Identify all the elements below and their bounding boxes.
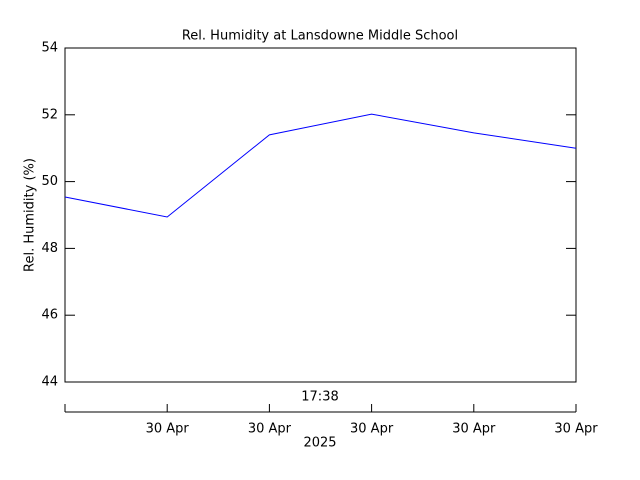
- y-tick-label: 46: [41, 308, 58, 323]
- x-tick-label: 30 Apr: [350, 422, 394, 437]
- y-tick-label: 44: [41, 375, 58, 390]
- x-tick-label: 30 Apr: [554, 422, 598, 437]
- time-label: 17:38: [301, 390, 338, 405]
- x-tick-label: 30 Apr: [248, 422, 292, 437]
- year-label: 2025: [303, 436, 336, 451]
- x-tick-label: 30 Apr: [146, 422, 190, 437]
- y-tick-label: 50: [41, 174, 58, 189]
- y-axis-label: Rel. Humidity (%): [23, 158, 38, 272]
- y-tick-label: 48: [41, 241, 58, 256]
- plot-frame: [64, 47, 577, 383]
- y-tick-label: 54: [41, 41, 58, 56]
- y-tick-label: 52: [41, 107, 58, 122]
- data-line: [64, 113, 577, 218]
- chart-title: Rel. Humidity at Lansdowne Middle School: [182, 29, 458, 44]
- x-tick-label: 30 Apr: [452, 422, 496, 437]
